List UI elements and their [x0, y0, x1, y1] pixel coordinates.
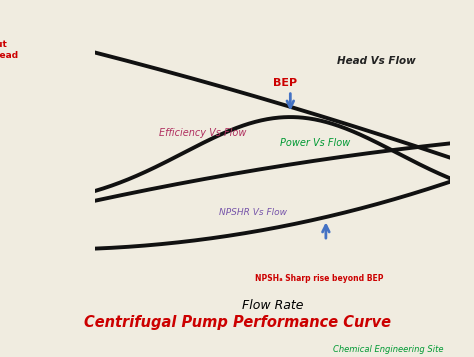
Text: Centrifugal Pump Performance Curve: Centrifugal Pump Performance Curve [83, 315, 391, 330]
Text: Efficiency Vs Flow: Efficiency Vs Flow [159, 128, 246, 138]
Text: Power Vs Flow: Power Vs Flow [280, 138, 350, 148]
Text: Head Vs Flow: Head Vs Flow [337, 56, 415, 66]
Text: Flow Rate: Flow Rate [242, 299, 303, 312]
Text: NPSHR Vs Flow: NPSHR Vs Flow [219, 208, 287, 217]
Text: Shut
Off Head: Shut Off Head [0, 40, 18, 60]
Text: BEP: BEP [273, 78, 297, 88]
Text: NPSHₐ Sharp rise beyond BEP: NPSHₐ Sharp rise beyond BEP [255, 274, 383, 283]
Text: Chemical Engineering Site: Chemical Engineering Site [333, 345, 444, 354]
